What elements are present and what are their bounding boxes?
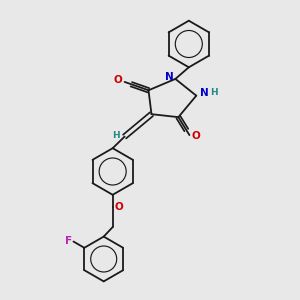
Text: H: H <box>112 130 119 140</box>
Text: N: N <box>165 71 174 82</box>
Text: H: H <box>210 88 218 97</box>
Text: O: O <box>192 131 200 141</box>
Text: O: O <box>115 202 124 212</box>
Text: N: N <box>200 88 209 98</box>
Text: F: F <box>64 236 72 246</box>
Text: O: O <box>114 75 122 85</box>
